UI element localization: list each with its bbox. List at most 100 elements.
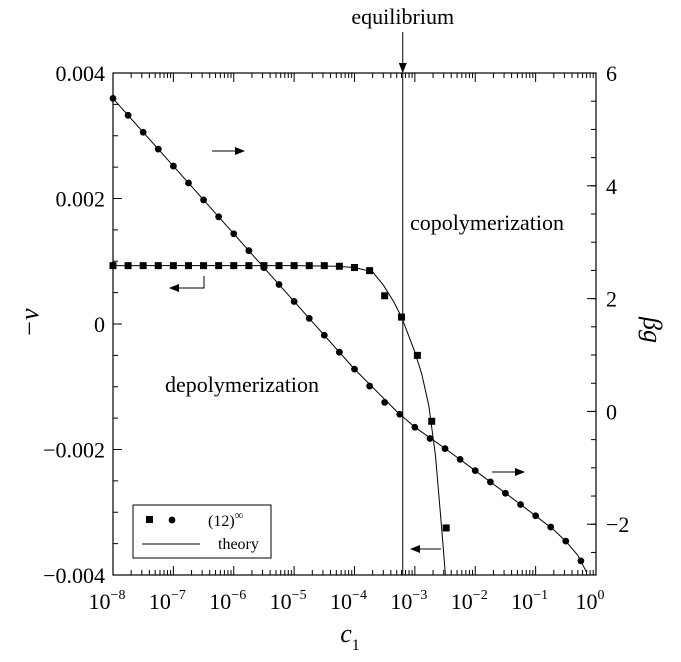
x-axis-title: c1 (340, 619, 360, 654)
x-tick-label: 10−4 (330, 588, 367, 614)
x-tick-label-base: 10 (451, 589, 473, 614)
x-tick-label-base: 10 (576, 589, 598, 614)
y-right-tick-label: 0 (606, 399, 617, 424)
x-tick-label: 100 (576, 588, 605, 614)
y-right-tick-label: 2 (606, 287, 617, 312)
data-point-circle (335, 348, 343, 356)
data-point-square (381, 292, 389, 300)
y-right-tick-label: 6 (606, 61, 617, 86)
arrow-v-left (169, 276, 205, 292)
plot-frame (112, 72, 597, 576)
data-point-square (230, 262, 238, 270)
data-point-square (351, 264, 358, 272)
x-tick-label: 10−5 (270, 588, 307, 614)
data-point-circle (456, 455, 464, 463)
x-tick-label-base: 10 (149, 589, 171, 614)
data-point-square (397, 313, 405, 321)
data-point-circle (381, 399, 389, 406)
y-axis-right-title: βg (638, 316, 667, 343)
data-point-square (124, 262, 132, 270)
x-tick-label-exponent: −3 (412, 588, 427, 603)
data-point-circle (215, 213, 223, 221)
legend-entry-data: (12)∞ (208, 508, 243, 530)
data-point-circle (486, 478, 494, 486)
data-point-square (154, 262, 162, 270)
data-point-circle (396, 410, 404, 418)
data-point-square (139, 262, 147, 270)
x-tick-label-base: 10 (270, 589, 292, 614)
x-tick-label-exponent: −1 (533, 588, 548, 603)
data-point-circle (502, 489, 509, 497)
x-tick-label: 10−2 (451, 588, 488, 614)
legend-entry-data-superscript: ∞ (235, 508, 244, 522)
data-point-circle (441, 445, 449, 453)
x-axis-title-main: c (340, 619, 352, 648)
data-point-square (366, 267, 374, 275)
data-point-square (184, 262, 192, 270)
x-axis-title-subscript: 1 (352, 637, 360, 654)
data-point-square (335, 262, 343, 270)
data-point-square (200, 262, 208, 270)
data-point-circle (426, 435, 434, 442)
x-tick-label-exponent: −2 (473, 588, 488, 603)
x-tick-label-exponent: −8 (111, 588, 126, 603)
data-point-circle (139, 128, 147, 136)
x-tick-label-base: 10 (89, 589, 111, 614)
data-point-circle (290, 298, 298, 305)
data-point-circle (185, 179, 192, 187)
data-point-circle (230, 230, 238, 238)
x-tick-label-base: 10 (390, 589, 412, 614)
equilibrium-label: equilibrium (351, 4, 454, 29)
data-point-circle (351, 365, 358, 373)
y-left-tick-label: 0.004 (56, 61, 106, 86)
depolymerization-label: depolymerization (165, 372, 319, 397)
data-point-square (413, 351, 421, 359)
data-point-square (275, 262, 283, 270)
x-tick-label-exponent: 0 (598, 588, 605, 603)
data-point-square (442, 524, 450, 532)
data-point-circle (305, 314, 313, 322)
x-tick-label-base: 10 (330, 589, 352, 614)
data-point-circle (320, 331, 328, 339)
data-point-square (305, 262, 313, 270)
copolymerization-label: copolymerization (410, 210, 564, 235)
data-point-circle (577, 557, 585, 565)
legend-entry-theory: theory (218, 536, 259, 553)
data-point-circle (547, 523, 555, 531)
data-point-circle (245, 247, 253, 255)
x-tick-label: 10−1 (511, 588, 548, 614)
y-left-tick-label: −0.002 (43, 438, 105, 463)
theory-curve-beta (112, 98, 588, 573)
legend-box (132, 504, 272, 559)
x-tick-label-exponent: −7 (171, 588, 186, 603)
legend-square-marker (146, 516, 153, 523)
data-point-circle (517, 501, 524, 508)
y-right-tick-label: 4 (606, 174, 617, 199)
y-left-tick-label: 0 (94, 312, 105, 337)
data-point-circle (532, 512, 540, 520)
data-point-circle (562, 537, 570, 545)
data-point-square (290, 262, 298, 270)
data-point-circle (124, 111, 132, 119)
data-point-circle (471, 467, 479, 475)
y-left-tick-label: 0.002 (56, 187, 106, 212)
data-point-circle (275, 281, 283, 288)
data-point-circle (169, 162, 177, 170)
x-tick-label-base: 10 (209, 589, 231, 614)
y-right-tick-label: −2 (606, 512, 629, 537)
x-tick-label-exponent: −5 (292, 588, 307, 603)
x-tick-label: 10−6 (209, 588, 246, 614)
legend: (12)∞ theory (132, 504, 272, 559)
data-point-square (215, 262, 223, 270)
x-tick-label-exponent: −4 (352, 588, 367, 603)
data-point-circle (260, 264, 268, 271)
data-point-circle (200, 196, 207, 204)
data-point-circle (366, 382, 374, 390)
x-tick-label-exponent: −6 (231, 588, 246, 603)
legend-entry-data-base: (12) (208, 513, 235, 530)
legend-circle-marker (168, 516, 176, 524)
y-left-tick-label: −0.004 (43, 563, 105, 588)
theory-curve-v (113, 265, 446, 576)
data-point-circle (154, 145, 162, 153)
